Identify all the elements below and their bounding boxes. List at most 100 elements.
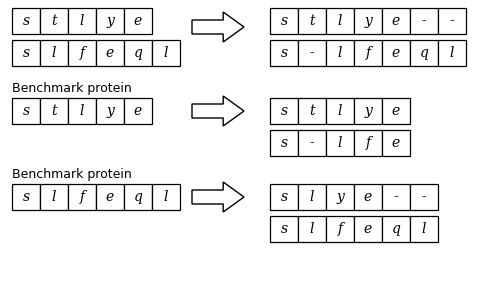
Text: l: l	[338, 46, 342, 60]
Bar	[96, 8, 124, 34]
Text: t: t	[51, 104, 57, 118]
Text: e: e	[106, 190, 114, 204]
Text: y: y	[106, 104, 114, 118]
Bar	[326, 98, 354, 124]
Text: e: e	[364, 222, 372, 236]
Text: l: l	[450, 46, 454, 60]
Text: e: e	[106, 46, 114, 60]
Bar	[382, 216, 410, 242]
Text: q: q	[134, 46, 142, 60]
Bar	[124, 98, 152, 124]
Bar	[152, 40, 180, 66]
Polygon shape	[192, 12, 244, 42]
Bar	[68, 40, 96, 66]
Text: f: f	[366, 136, 370, 150]
Bar	[124, 184, 152, 210]
Bar	[96, 184, 124, 210]
Bar	[124, 8, 152, 34]
Bar	[298, 130, 326, 156]
Text: -: -	[422, 14, 426, 28]
Bar	[270, 130, 298, 156]
Bar	[12, 40, 40, 66]
Text: e: e	[134, 104, 142, 118]
Bar	[40, 8, 68, 34]
Bar	[438, 40, 466, 66]
Bar	[326, 40, 354, 66]
Bar	[96, 40, 124, 66]
Bar	[410, 184, 438, 210]
Bar	[68, 8, 96, 34]
Bar	[298, 98, 326, 124]
Bar	[298, 216, 326, 242]
Text: e: e	[392, 104, 400, 118]
Bar	[152, 184, 180, 210]
Bar	[326, 130, 354, 156]
Bar	[326, 184, 354, 210]
Bar	[12, 8, 40, 34]
Bar	[354, 184, 382, 210]
Text: s: s	[280, 46, 287, 60]
Text: l: l	[338, 14, 342, 28]
Bar	[354, 98, 382, 124]
Text: -: -	[310, 136, 314, 150]
Text: s: s	[22, 104, 30, 118]
Bar	[354, 8, 382, 34]
Bar	[270, 40, 298, 66]
Text: t: t	[51, 14, 57, 28]
Polygon shape	[192, 182, 244, 212]
Text: l: l	[310, 190, 314, 204]
Text: y: y	[364, 104, 372, 118]
Text: s: s	[280, 222, 287, 236]
Bar	[438, 8, 466, 34]
Bar	[382, 8, 410, 34]
Text: s: s	[280, 136, 287, 150]
Bar	[40, 98, 68, 124]
Text: -: -	[422, 190, 426, 204]
Text: Benchmark protein: Benchmark protein	[12, 168, 132, 181]
Text: l: l	[52, 190, 56, 204]
Text: l: l	[80, 14, 84, 28]
Bar	[326, 8, 354, 34]
Text: s: s	[22, 46, 30, 60]
Text: q: q	[134, 190, 142, 204]
Text: s: s	[22, 14, 30, 28]
Bar	[354, 216, 382, 242]
Text: -: -	[394, 190, 398, 204]
Text: t: t	[309, 104, 315, 118]
Bar	[298, 8, 326, 34]
Bar	[298, 184, 326, 210]
Bar	[382, 98, 410, 124]
Text: l: l	[164, 46, 168, 60]
Text: s: s	[280, 14, 287, 28]
Text: l: l	[52, 46, 56, 60]
Bar	[270, 98, 298, 124]
Text: Benchmark protein: Benchmark protein	[12, 82, 132, 95]
Bar	[382, 130, 410, 156]
Text: y: y	[106, 14, 114, 28]
Text: -: -	[450, 14, 454, 28]
Text: t: t	[309, 14, 315, 28]
Text: l: l	[310, 222, 314, 236]
Bar	[410, 40, 438, 66]
Text: e: e	[392, 46, 400, 60]
Bar	[270, 184, 298, 210]
Text: e: e	[364, 190, 372, 204]
Text: l: l	[338, 104, 342, 118]
Text: e: e	[134, 14, 142, 28]
Text: e: e	[392, 136, 400, 150]
Text: f: f	[366, 46, 370, 60]
Bar	[354, 130, 382, 156]
Bar	[354, 40, 382, 66]
Text: e: e	[392, 14, 400, 28]
Text: -: -	[310, 46, 314, 60]
Text: q: q	[420, 46, 428, 60]
Polygon shape	[192, 96, 244, 126]
Bar	[410, 8, 438, 34]
Text: s: s	[280, 190, 287, 204]
Text: f: f	[80, 190, 84, 204]
Text: q: q	[392, 222, 400, 236]
Bar	[12, 98, 40, 124]
Text: l: l	[422, 222, 426, 236]
Bar	[382, 184, 410, 210]
Bar	[68, 98, 96, 124]
